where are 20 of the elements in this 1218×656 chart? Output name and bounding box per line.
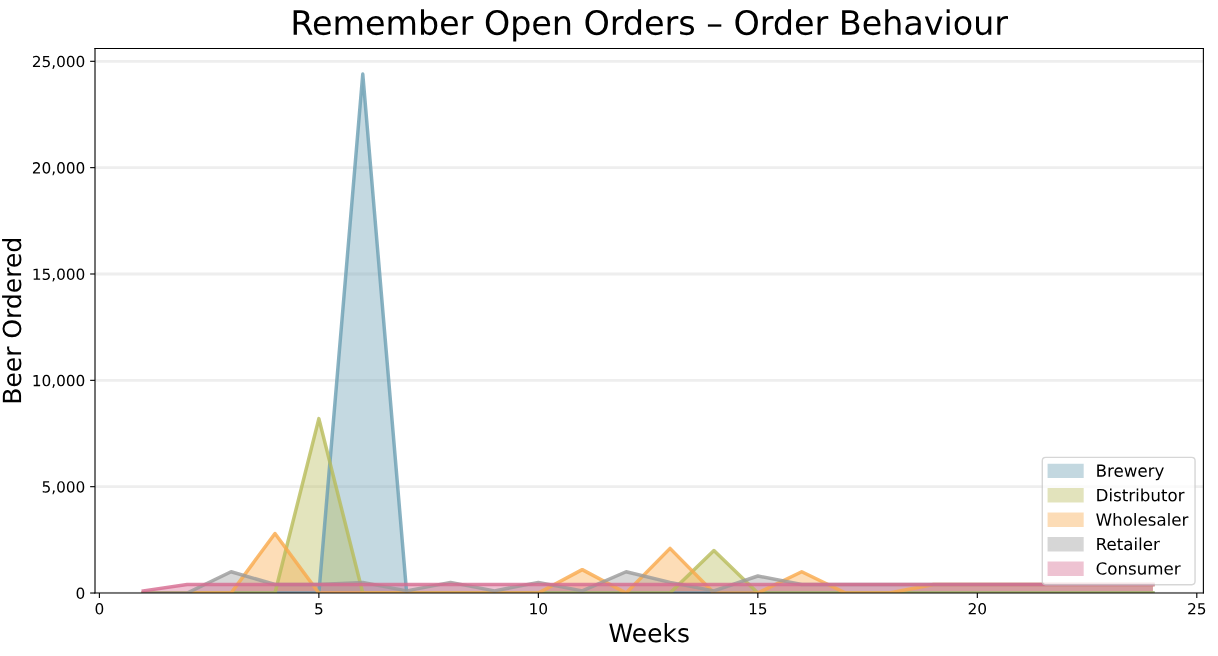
x-tick-label: 10 xyxy=(530,603,548,615)
y-tick-label: 25,000 xyxy=(32,55,85,69)
legend-label: Brewery xyxy=(1097,464,1164,481)
x-tick-label: 15 xyxy=(749,603,767,615)
y-axis-title: Beer Ordered xyxy=(2,239,22,403)
x-tick-label: 25 xyxy=(1188,603,1206,615)
y-tick-label: 20,000 xyxy=(32,162,85,176)
y-tick-label: 5,000 xyxy=(42,481,85,495)
chart-title: Remember Open Orders – Order Behaviour xyxy=(293,9,1008,42)
y-tick-label: 10,000 xyxy=(33,374,85,388)
x-tick-label: 5 xyxy=(315,603,323,615)
legend-label: Consumer xyxy=(1096,562,1181,575)
y-tick-label: 0 xyxy=(76,587,85,600)
legend-label: Wholesaler xyxy=(1096,512,1189,526)
x-tick-label: 0 xyxy=(95,603,104,615)
legend-label: Retailer xyxy=(1097,537,1160,551)
y-tick-label: 15,000 xyxy=(33,268,85,282)
x-axis-title: Weeks xyxy=(609,623,689,643)
legend-label: Distributor xyxy=(1097,488,1185,502)
x-tick-label: 20 xyxy=(968,603,987,615)
